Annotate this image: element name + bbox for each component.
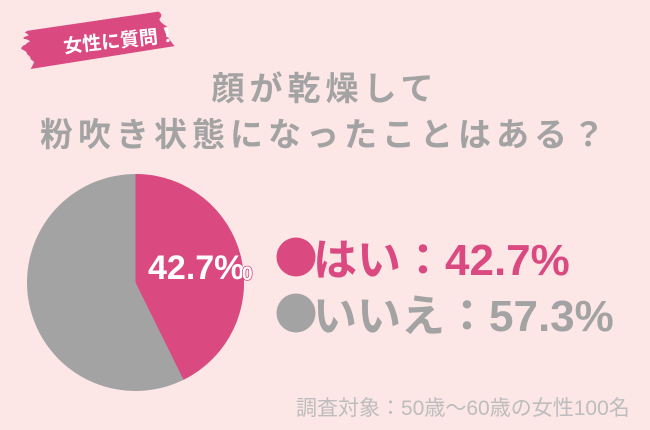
svg-text:0: 0 [242, 264, 253, 285]
